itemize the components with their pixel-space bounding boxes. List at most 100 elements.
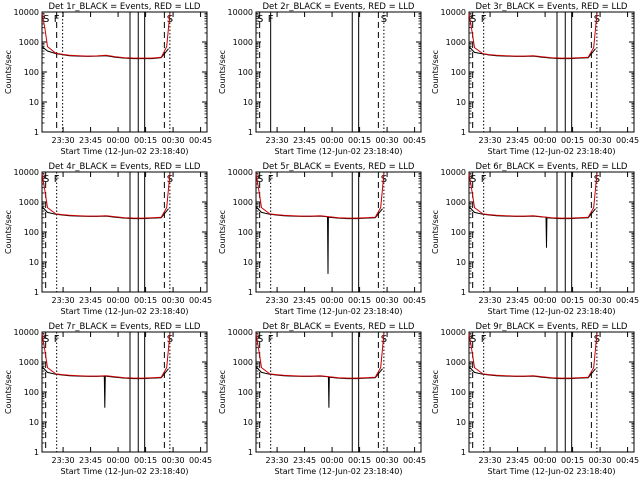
x-tick-label: 00:15: [561, 296, 584, 305]
y-tick-label: 10000: [441, 328, 466, 337]
y-tick-label: 10: [456, 98, 466, 107]
lld-series-line: [41, 173, 171, 219]
y-tick-label: 10000: [14, 328, 39, 337]
x-tick-label: 00:00: [107, 296, 130, 305]
x-tick-label: 00:30: [376, 456, 399, 465]
x-tick-label: 00:30: [589, 296, 612, 305]
y-axis-label: Counts/sec: [431, 50, 440, 94]
x-axis-label: Start Time (12-Jun-02 23:18:40): [488, 467, 616, 476]
x-axis-label: Start Time (12-Jun-02 23:18:40): [488, 147, 616, 156]
y-axis-label: Counts/sec: [218, 50, 227, 94]
panel-title: Det 3r_BLACK = Events, RED = LLD: [476, 2, 628, 12]
y-tick-label: 1000: [446, 358, 466, 367]
flag-label: S: [167, 174, 173, 185]
y-axis-label: Counts/sec: [431, 370, 440, 414]
y-tick-label: 1000: [19, 198, 39, 207]
flag-label: F: [54, 14, 60, 25]
plot-frame: [255, 171, 422, 293]
events-series-line: [468, 46, 596, 60]
y-tick-label: 10: [456, 258, 466, 267]
x-tick-label: 00:00: [321, 456, 344, 465]
y-tick-label: 100: [24, 388, 39, 397]
x-tick-label: 00:45: [403, 296, 426, 305]
x-tick-label: 00:45: [616, 136, 639, 145]
y-tick-label: 10000: [228, 8, 253, 17]
lld-series-line: [41, 333, 171, 379]
lld-series-line: [468, 13, 598, 59]
flag-label: S: [167, 334, 173, 345]
x-axis-label: Start Time (12-Jun-02 23:18:40): [275, 467, 403, 476]
detector-panel-1: Det 1r_BLACK = Events, RED = LLD 1 10 100 10…: [4, 2, 212, 156]
y-tick-label: 100: [24, 228, 39, 237]
x-tick-label: 23:45: [79, 296, 102, 305]
events-series-line: [41, 46, 169, 60]
plot-frame: [41, 171, 208, 293]
lld-series-line: [255, 173, 385, 219]
x-tick-label: 23:30: [52, 456, 75, 465]
plot-frame: [468, 11, 635, 133]
y-axis-label: Counts/sec: [218, 370, 227, 414]
y-tick-label: 1000: [19, 38, 39, 47]
y-tick-label: 10000: [441, 168, 466, 177]
panel-title: Det 6r_BLACK = Events, RED = LLD: [476, 162, 628, 172]
x-tick-label: 00:30: [162, 296, 185, 305]
y-tick-label: 1000: [446, 198, 466, 207]
y-tick-label: 10: [29, 258, 39, 267]
x-axis-label: Start Time (12-Jun-02 23:18:40): [275, 307, 403, 316]
flag-label: F: [54, 174, 60, 185]
y-tick-label: 10: [243, 98, 253, 107]
flag-label: S: [43, 174, 49, 185]
y-tick-label: 1: [248, 288, 253, 297]
y-tick-label: 100: [238, 388, 253, 397]
events-series-line: [255, 366, 383, 408]
y-tick-label: 1: [34, 288, 39, 297]
x-tick-label: 00:45: [189, 136, 212, 145]
flag-label: F: [54, 334, 60, 345]
lld-series-line: [468, 333, 598, 379]
x-tick-label: 23:30: [52, 296, 75, 305]
plot-frame: [41, 11, 208, 133]
x-tick-label: 00:45: [403, 456, 426, 465]
x-tick-label: 00:45: [189, 456, 212, 465]
y-tick-label: 1: [461, 448, 466, 457]
x-tick-label: 00:00: [534, 296, 557, 305]
flag-label: F: [268, 14, 274, 25]
y-axis-label: Counts/sec: [4, 50, 13, 94]
flag-label: S: [594, 334, 600, 345]
panel-title: Det 9r_BLACK = Events, RED = LLD: [476, 322, 628, 332]
x-tick-label: 00:00: [107, 136, 130, 145]
panel-title: Det 2r_BLACK = Events, RED = LLD: [263, 2, 415, 12]
x-tick-label: 00:00: [321, 136, 344, 145]
x-tick-label: 23:45: [293, 456, 316, 465]
detector-panel-6: Det 6r_BLACK = Events, RED = LLD 1 10 100 10…: [431, 162, 639, 316]
x-tick-label: 00:00: [534, 136, 557, 145]
x-tick-label: 00:00: [534, 456, 557, 465]
x-tick-label: 00:00: [107, 456, 130, 465]
x-tick-label: 00:30: [376, 296, 399, 305]
x-tick-label: 23:30: [266, 296, 289, 305]
x-tick-label: 23:45: [293, 136, 316, 145]
x-tick-label: 00:15: [561, 456, 584, 465]
x-tick-label: 00:15: [348, 136, 371, 145]
y-tick-label: 100: [451, 68, 466, 77]
flag-label: S: [381, 334, 387, 345]
events-series-line: [41, 366, 169, 408]
panel-title: Det 8r_BLACK = Events, RED = LLD: [263, 322, 415, 332]
y-tick-label: 10: [29, 418, 39, 427]
y-tick-label: 100: [238, 68, 253, 77]
flag-label: F: [481, 174, 487, 185]
x-tick-label: 00:15: [348, 296, 371, 305]
y-tick-label: 10000: [14, 8, 39, 17]
x-tick-label: 23:45: [506, 296, 529, 305]
flag-label: S: [381, 14, 387, 25]
x-tick-label: 00:15: [134, 456, 157, 465]
y-tick-label: 10000: [14, 168, 39, 177]
detector-panel-7: Det 7r_BLACK = Events, RED = LLD 1 10 100 10…: [4, 322, 212, 476]
flag-label: S: [43, 334, 49, 345]
y-tick-label: 1000: [233, 38, 253, 47]
detector-panel-9: Det 9r_BLACK = Events, RED = LLD 1 10 100 10…: [431, 322, 639, 476]
y-tick-label: 1: [248, 128, 253, 137]
y-tick-label: 1000: [233, 358, 253, 367]
events-series-line: [468, 206, 596, 248]
